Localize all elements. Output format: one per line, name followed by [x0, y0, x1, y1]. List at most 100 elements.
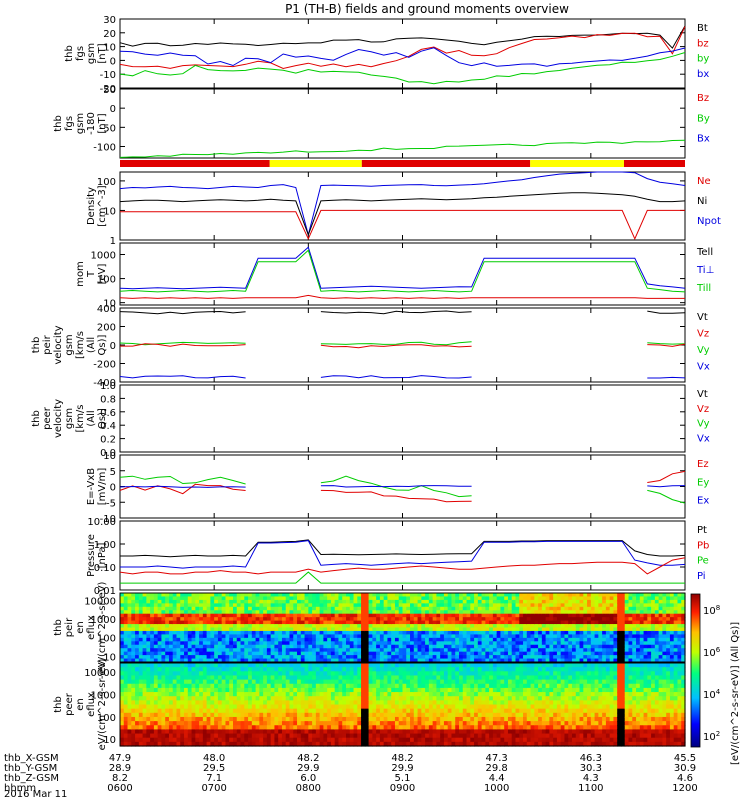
- spectrogram-cell: [349, 712, 355, 718]
- spectrogram-cell: [364, 593, 370, 598]
- spectrogram-cell: [135, 658, 140, 663]
- spectrogram-cell: [651, 651, 656, 656]
- spectrogram-cell: [127, 596, 132, 601]
- spectrogram-cell: [168, 712, 174, 718]
- spectrogram-cell: [165, 637, 170, 642]
- spectrogram-cell: [357, 658, 362, 663]
- spectrogram-cell: [233, 613, 238, 618]
- spectrogram-cell: [236, 593, 242, 598]
- spectrogram-cell: [368, 620, 373, 625]
- spectrogram-cell: [191, 737, 196, 743]
- series-bt-line: [119, 25, 686, 49]
- spectrogram-cell: [538, 630, 543, 635]
- spectrogram-cell: [338, 620, 343, 625]
- spectrogram-cell: [349, 696, 355, 701]
- y-axis-label-word: gsm: [86, 43, 97, 64]
- spectrogram-cell: [297, 593, 302, 598]
- spectrogram-cell: [142, 708, 147, 714]
- spectrogram-cell: [425, 630, 430, 635]
- spectrogram-cell: [643, 627, 648, 632]
- spectrogram-cell: [233, 630, 238, 635]
- spectrogram-cell: [530, 627, 535, 632]
- spectrogram-cell: [391, 729, 396, 735]
- spectrogram-cell: [229, 603, 234, 608]
- spectrogram-cell: [278, 675, 283, 681]
- spectrogram-cell: [398, 696, 404, 701]
- spectrogram-cell: [583, 603, 588, 608]
- spectrogram-cell: [266, 630, 272, 635]
- spectrogram-cell: [165, 627, 170, 632]
- spectrogram-cell: [639, 613, 645, 618]
- spectrogram-cell: [297, 721, 302, 726]
- spectrogram-cell: [120, 637, 125, 642]
- spectrogram-cell: [538, 637, 543, 642]
- spectrogram-cell: [383, 704, 389, 710]
- spectrogram-cell: [342, 704, 347, 710]
- spectrogram-cell: [632, 596, 637, 601]
- spectrogram-cell: [210, 596, 215, 601]
- spectrogram-cell: [549, 655, 554, 660]
- spectrogram-cell: [541, 613, 547, 618]
- spectrogram-cell: [417, 620, 422, 625]
- spectrogram-cell: [364, 737, 370, 743]
- spectrogram-cell: [372, 725, 377, 730]
- spectrogram-cell: [361, 671, 366, 677]
- spectrogram-cell: [221, 648, 227, 653]
- spectrogram-cell: [421, 603, 426, 608]
- spectrogram-cell: [568, 658, 573, 663]
- spectrogram-cell: [233, 700, 238, 706]
- spectrogram-cell: [481, 648, 486, 653]
- spectrogram-cell: [206, 658, 211, 663]
- spectrogram-cell: [470, 624, 475, 629]
- spectrogram-cell: [323, 675, 328, 681]
- spectrogram-cell: [432, 634, 437, 639]
- spectrogram-cell: [428, 610, 434, 615]
- spectrogram-cell: [138, 712, 144, 718]
- y-tick-label: 0.0: [100, 448, 116, 459]
- spectrogram-cell: [259, 683, 264, 689]
- spectrogram-cell: [587, 644, 592, 649]
- y-tick-label: 1.00: [94, 540, 116, 551]
- spectrogram-cell: [240, 627, 245, 632]
- spectrogram-cell: [270, 721, 276, 726]
- spectrogram-cell: [572, 630, 577, 635]
- spectrogram-cell: [240, 737, 245, 743]
- spectrogram-cell: [214, 596, 219, 601]
- spectrogram-cell: [353, 696, 358, 701]
- spectrogram-cell: [346, 687, 351, 693]
- spectrogram-cell: [259, 733, 264, 739]
- legend-entry: Vz: [697, 329, 709, 340]
- spectrogram-cell: [383, 617, 389, 622]
- spectrogram-cell: [165, 696, 170, 701]
- spectrogram-cell: [233, 696, 238, 701]
- spectrogram-cell: [293, 596, 298, 601]
- spectrogram-cell: [357, 679, 362, 685]
- spectrogram-cell: [217, 641, 223, 646]
- spectrogram-cell: [651, 620, 656, 625]
- spectrogram-cell: [285, 712, 291, 718]
- spectrogram-cell: [413, 683, 419, 689]
- spectrogram-cell: [361, 741, 366, 747]
- spectrogram-cell: [383, 725, 389, 730]
- spectrogram-cell: [364, 708, 370, 714]
- spectrogram-cell: [127, 627, 132, 632]
- spectrogram-cell: [214, 630, 219, 635]
- spectrogram-cell: [308, 683, 313, 689]
- spectrogram-cell: [263, 651, 268, 656]
- spectrogram-cell: [379, 658, 385, 663]
- spectrogram-cell: [338, 704, 343, 710]
- spectrogram-cell: [651, 606, 656, 611]
- spectrogram-cell: [406, 641, 411, 646]
- spectrogram-cell: [184, 593, 189, 598]
- spectrogram-cell: [583, 634, 588, 639]
- spectrogram-cell: [346, 651, 351, 656]
- spectrogram-cell: [413, 700, 419, 706]
- spectrogram-cell: [138, 606, 144, 611]
- spectrogram-cell: [436, 637, 441, 642]
- spectrogram-cell: [368, 641, 373, 646]
- spectrogram-cell: [168, 644, 174, 649]
- spectrogram-cell: [387, 610, 392, 615]
- spectrogram-cell: [349, 671, 355, 677]
- spectrogram-cell: [545, 599, 550, 604]
- spectrogram-cell: [150, 641, 155, 646]
